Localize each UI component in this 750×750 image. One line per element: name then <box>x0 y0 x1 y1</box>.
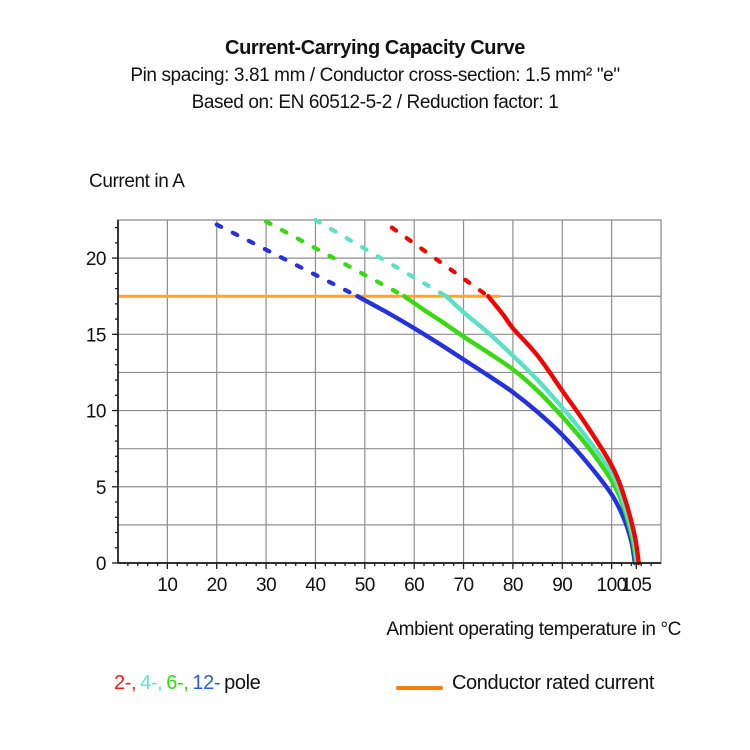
chart-title: Current-Carrying Capacity Curve <box>225 37 525 59</box>
legend-pole-label: 2-, <box>114 672 137 694</box>
x-tick-label: 30 <box>256 575 276 596</box>
curve-4-pole <box>444 294 640 566</box>
legend-pole-suffix: pole <box>224 672 261 694</box>
curve-2-pole-dashed <box>389 225 491 299</box>
curve-12-pole-dashed <box>214 222 360 299</box>
y-tick-label: 5 <box>96 478 106 499</box>
x-tick-label: 100 <box>597 575 627 596</box>
x-tick-label: 80 <box>503 575 523 596</box>
x-tick-label: 70 <box>453 575 473 596</box>
y-tick-label: 20 <box>86 249 106 270</box>
legend-pole-label: 12- <box>192 672 221 694</box>
x-tick-label: 60 <box>404 575 424 596</box>
y-tick-label: 0 <box>96 554 106 575</box>
chart-basis-line: Based on: EN 60512-5-2 / Reduction facto… <box>191 92 559 113</box>
x-axis-title: Ambient operating temperature in °C <box>386 619 681 640</box>
y-tick-label: 10 <box>86 402 106 423</box>
legend-pole-label: 6-, <box>166 672 189 694</box>
x-tick-label: 20 <box>207 575 227 596</box>
curve-6-pole-dashed <box>263 219 407 299</box>
curve-4-pole-dashed <box>313 217 449 299</box>
legend-pole-label: 4-, <box>140 672 163 694</box>
rated-current-label: Conductor rated current <box>452 672 655 694</box>
rated-current-swatch <box>396 686 443 690</box>
chart-header: Current-Carrying Capacity Curve Pin spac… <box>0 34 750 116</box>
y-tick-label: 15 <box>86 325 106 346</box>
x-tick-label: 40 <box>305 575 325 596</box>
curve-2-pole <box>486 294 641 566</box>
chart-subtitle: Pin spacing: 3.81 mm / Conductor cross-s… <box>130 65 620 86</box>
curve-12-pole <box>355 294 638 566</box>
x-tick-label: 90 <box>552 575 572 596</box>
x-tick-label: 105 <box>621 575 651 596</box>
legend-poles: 2-, 4-, 6-, 12- pole <box>114 672 264 695</box>
x-tick-label: 10 <box>157 575 177 596</box>
x-tick-label: 50 <box>355 575 375 596</box>
y-axis-title: Current in A <box>89 171 185 192</box>
plot-border <box>117 219 662 564</box>
